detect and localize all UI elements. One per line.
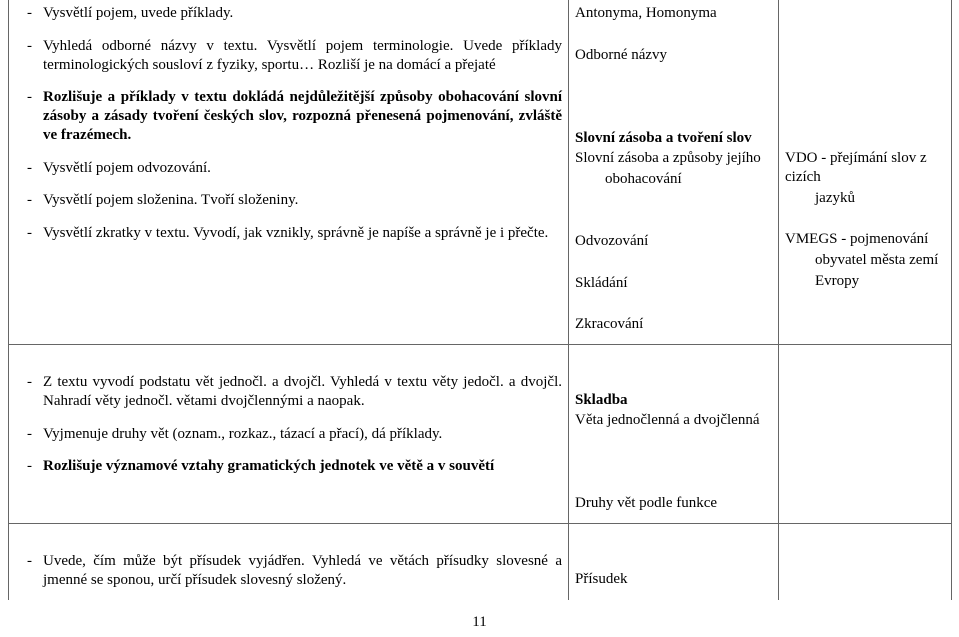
- text-line: [575, 25, 772, 44]
- text-line: [575, 370, 772, 389]
- cell-left-1: Vysvětlí pojem, uvede příklady. Vyhledá o…: [9, 0, 569, 345]
- list-item: Z textu vyvodí podstatu vět jednočl. a d…: [15, 373, 562, 411]
- page: Vysvětlí pojem, uvede příklady. Vyhledá o…: [0, 0, 959, 637]
- list-left-3: Uvede, čím může být přísudek vyjádřen. V…: [15, 528, 562, 590]
- list-item: Vyjmenuje druhy vět (oznam., rozkaz., tá…: [15, 425, 562, 444]
- list-item: Rozlišuje významové vztahy gramatických …: [15, 457, 562, 476]
- cell-left-2: Z textu vyvodí podstatu vět jednočl. a d…: [9, 345, 569, 524]
- text-line: obyvatel města zemí: [785, 251, 945, 270]
- text-line: Antonyma, Homonyma: [575, 4, 772, 23]
- lines-right-1: VDO - přejímání slov z cizích jazyků VMEG…: [785, 4, 945, 291]
- list-item: Vysvětlí pojem, uvede příklady.: [15, 4, 562, 23]
- cell-right-2: [779, 345, 952, 524]
- list-item: Vysvětlí zkratky v textu. Vyvodí, jak vz…: [15, 224, 562, 243]
- text-line: [575, 432, 772, 451]
- text-line: Zkracování: [575, 315, 772, 334]
- text-line: [785, 46, 945, 65]
- text-line: Slovní zásoba a způsoby jejího: [575, 149, 772, 168]
- list-left-1: Vysvětlí pojem, uvede příklady. Vyhledá o…: [15, 4, 562, 243]
- text-line: [575, 474, 772, 493]
- text-line: [575, 453, 772, 472]
- text-line: [575, 528, 772, 547]
- text-line: [575, 212, 772, 231]
- text-line: Evropy: [785, 272, 945, 291]
- cell-mid-1: Antonyma, Homonyma Odborné názvy Slovní …: [569, 0, 779, 345]
- text-line: [785, 87, 945, 106]
- text-line: [785, 4, 945, 23]
- text-line: Přísudek: [575, 570, 772, 589]
- cell-right-1: VDO - přejímání slov z cizích jazyků VMEG…: [779, 0, 952, 345]
- text-line: [575, 66, 772, 85]
- text-line: [575, 349, 772, 368]
- text-line: [575, 549, 772, 568]
- lines-mid-2: SkladbaVěta jednočlenná a dvojčlenná Dru…: [575, 349, 772, 513]
- text-line: [575, 108, 772, 127]
- text-line: Věta jednočlenná a dvojčlenná: [575, 411, 772, 430]
- text-line: [785, 129, 945, 148]
- text-line: Skládání: [575, 274, 772, 293]
- list-item: Vyhledá odborné názvy v textu. Vysvětlí …: [15, 37, 562, 75]
- page-number: 11: [0, 614, 959, 631]
- text-line: Druhy vět podle funkce: [575, 494, 772, 513]
- text-line: Odvozování: [575, 232, 772, 251]
- text-line: [575, 191, 772, 210]
- cell-mid-3: Přísudek: [569, 524, 779, 600]
- cell-right-3: [779, 524, 952, 600]
- text-line: [575, 87, 772, 106]
- text-line: [575, 253, 772, 272]
- lines-mid-3: Přísudek: [575, 528, 772, 588]
- text-line: VDO - přejímání slov z cizích: [785, 149, 945, 187]
- table-row: Uvede, čím může být přísudek vyjádřen. V…: [9, 524, 952, 600]
- list-left-2: Z textu vyvodí podstatu vět jednočl. a d…: [15, 349, 562, 476]
- list-item: Vysvětlí pojem složenina. Tvoří složenin…: [15, 191, 562, 210]
- text-line: [785, 210, 945, 229]
- table-row: Vysvětlí pojem, uvede příklady. Vyhledá o…: [9, 0, 952, 345]
- text-line: Odborné názvy: [575, 46, 772, 65]
- text-line: [785, 108, 945, 127]
- text-line: VMEGS - pojmenování: [785, 230, 945, 249]
- text-line: [785, 66, 945, 85]
- text-line: Skladba: [575, 391, 772, 410]
- list-item: Vysvětlí pojem odvozování.: [15, 159, 562, 178]
- text-line: obohacování: [575, 170, 772, 189]
- lines-mid-1: Antonyma, Homonyma Odborné názvy Slovní …: [575, 4, 772, 334]
- content-table: Vysvětlí pojem, uvede příklady. Vyhledá o…: [8, 0, 952, 600]
- cell-mid-2: SkladbaVěta jednočlenná a dvojčlenná Dru…: [569, 345, 779, 524]
- text-line: [785, 25, 945, 44]
- list-item: Rozlišuje a příklady v textu dokládá nej…: [15, 88, 562, 144]
- text-line: jazyků: [785, 189, 945, 208]
- cell-left-3: Uvede, čím může být přísudek vyjádřen. V…: [9, 524, 569, 600]
- text-line: [575, 295, 772, 314]
- text-line: Slovní zásoba a tvoření slov: [575, 129, 772, 148]
- table-row: Z textu vyvodí podstatu vět jednočl. a d…: [9, 345, 952, 524]
- list-item: Uvede, čím může být přísudek vyjádřen. V…: [15, 552, 562, 590]
